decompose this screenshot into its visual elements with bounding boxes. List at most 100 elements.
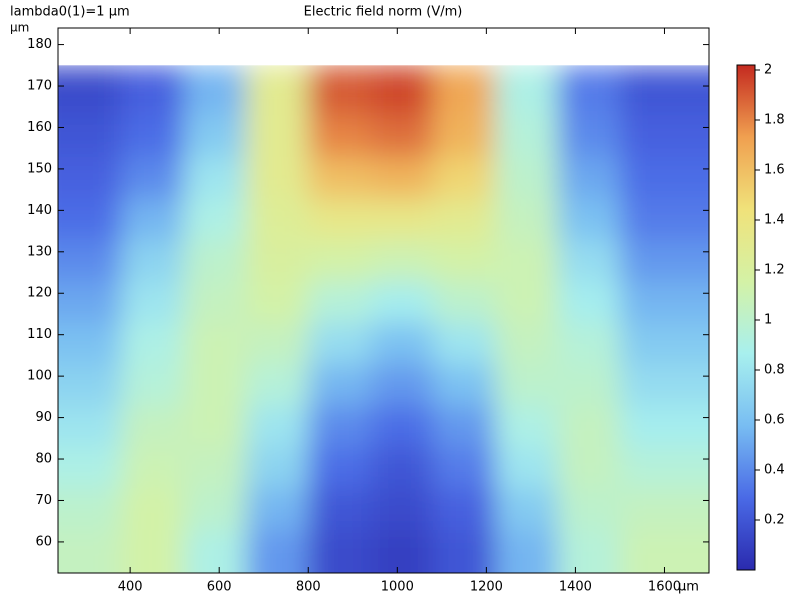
heat-cell (308, 239, 372, 282)
heat-cell (557, 488, 621, 530)
heat-cell (619, 239, 709, 282)
y-tick-label: 90 (35, 410, 52, 425)
heat-cell (308, 322, 372, 365)
y-tick-label: 160 (27, 120, 52, 135)
y-tick-label: 100 (27, 369, 52, 384)
colorbar-tick-label: 2 (764, 63, 772, 78)
heat-cell (121, 197, 185, 240)
heat-cell (619, 529, 709, 573)
heat-cell (370, 115, 434, 157)
y-tick-label: 170 (27, 79, 52, 94)
heat-cell (557, 239, 621, 282)
heat-cell (370, 322, 434, 365)
heat-cell (619, 363, 709, 406)
heat-cell (432, 65, 496, 116)
heat-cell (495, 446, 559, 489)
y-tick-label: 70 (35, 493, 52, 508)
heat-cell (432, 197, 496, 240)
heat-cell (58, 363, 122, 406)
heat-cell (121, 488, 185, 530)
heat-cell (557, 322, 621, 365)
heat-cell (183, 488, 247, 530)
heat-cell (495, 239, 559, 282)
heat-cell (370, 363, 434, 406)
heat-cell (495, 322, 559, 365)
heat-cell (245, 405, 309, 448)
heat-cell (432, 322, 496, 365)
heat-cell (58, 280, 122, 323)
heat-cell (432, 446, 496, 489)
heat-cell (432, 363, 496, 406)
heat-cell (308, 65, 372, 116)
colorbar-tick-label: 1.6 (764, 163, 785, 178)
heat-cell (370, 405, 434, 448)
colorbar (736, 64, 756, 571)
plot-frame (57, 27, 710, 574)
heat-cell (245, 280, 309, 323)
heat-cell (245, 197, 309, 240)
heat-cell (58, 446, 122, 489)
heat-cell (308, 156, 372, 199)
colorbar-tick-label: 0.4 (764, 463, 785, 478)
heat-cell (245, 529, 309, 573)
heat-cell (432, 488, 496, 530)
heat-cell (183, 446, 247, 489)
heat-cell (495, 405, 559, 448)
heat-cell (58, 197, 122, 240)
colorbar-tick-label: 1.8 (764, 113, 785, 128)
y-tick-label: 60 (35, 534, 52, 549)
heat-cell (183, 156, 247, 199)
heat-cell (245, 488, 309, 530)
heat-cell (58, 65, 122, 116)
heat-cell (121, 156, 185, 199)
heat-cell (370, 488, 434, 530)
heat-cell (58, 488, 122, 530)
y-tick-label: 140 (27, 203, 52, 218)
heat-cell (495, 363, 559, 406)
heat-cell (495, 280, 559, 323)
heat-cell (619, 65, 709, 116)
y-tick-label: 150 (27, 161, 52, 176)
empty-region (58, 28, 709, 66)
heat-cell (619, 197, 709, 240)
heat-cell (370, 239, 434, 282)
heat-cell (121, 115, 185, 157)
heat-cell (495, 197, 559, 240)
heat-cell (308, 115, 372, 157)
x-tick-label: 1000 (381, 580, 414, 595)
y-tick-label: 110 (27, 327, 52, 342)
colorbar-tick-label: 0.2 (764, 513, 785, 528)
heat-cell (58, 239, 122, 282)
heat-cell (245, 65, 309, 116)
heat-cell (619, 280, 709, 323)
heat-cell (557, 363, 621, 406)
heat-cell (370, 65, 434, 116)
heat-cell (121, 529, 185, 573)
heat-cell (370, 280, 434, 323)
chart-title: Electric field norm (V/m) (304, 5, 463, 20)
x-tick-label: 400 (118, 580, 143, 595)
heat-cell (245, 363, 309, 406)
heat-cell (58, 405, 122, 448)
y-tick-label: 80 (35, 452, 52, 467)
heat-cell (183, 405, 247, 448)
heat-cell (183, 239, 247, 282)
colorbar-tick-label: 1 (764, 313, 772, 328)
heat-cell (432, 405, 496, 448)
y-tick-label: 130 (27, 244, 52, 259)
heat-cell (495, 529, 559, 573)
heat-cell (557, 115, 621, 157)
y-tick-label: 180 (27, 37, 52, 52)
heat-cell (432, 529, 496, 573)
heat-cell (308, 363, 372, 406)
heat-cell (183, 363, 247, 406)
heat-cell (121, 446, 185, 489)
heat-cell (121, 239, 185, 282)
heat-cell (308, 446, 372, 489)
colorbar-tick-label: 1.2 (764, 263, 785, 278)
heatmap (58, 28, 709, 573)
heat-cell (183, 115, 247, 157)
heat-cell (557, 529, 621, 573)
heat-cell (58, 115, 122, 157)
